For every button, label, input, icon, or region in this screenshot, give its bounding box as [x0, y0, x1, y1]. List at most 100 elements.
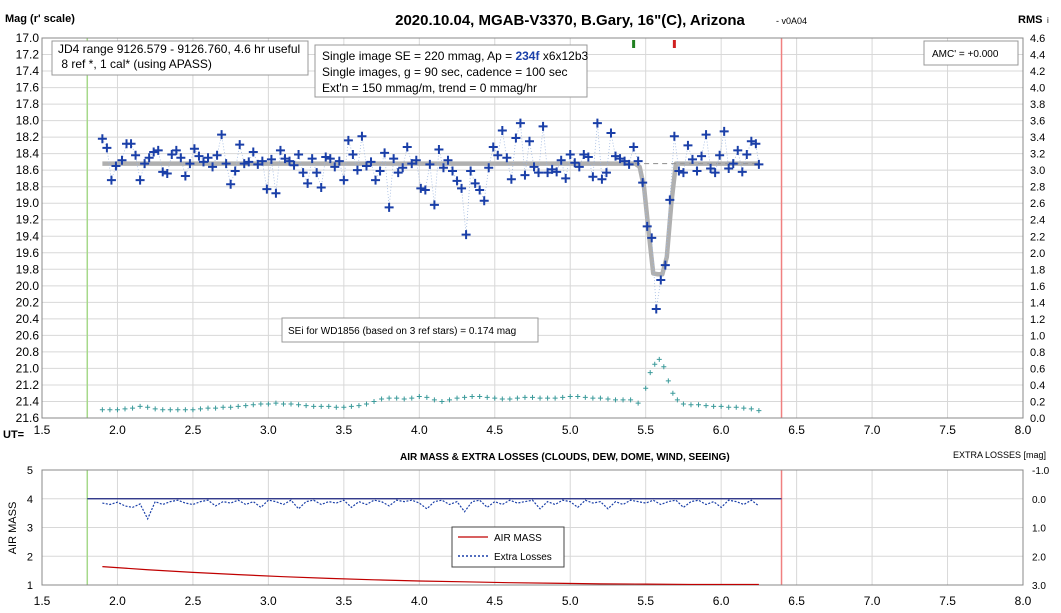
- top-y2-tick-label: 3.4: [1030, 132, 1045, 144]
- rms-point: [680, 401, 686, 407]
- top-chart-frame: [41, 37, 1024, 419]
- rms-point: [107, 407, 113, 413]
- rms-point: [326, 403, 332, 409]
- magnitude-point: [534, 168, 544, 178]
- top-y2-tick-label: 3.6: [1030, 116, 1045, 128]
- magnitude-point: [380, 148, 390, 158]
- magnitude-point: [271, 188, 281, 198]
- rms-point: [182, 407, 188, 413]
- bottom-chart-legend: AIR MASS Extra Losses: [451, 526, 565, 568]
- magnitude-point: [692, 166, 702, 176]
- top-y2-tick-label: 1.0: [1030, 330, 1045, 342]
- magnitude-point: [171, 145, 181, 155]
- magnitude-point: [126, 139, 136, 149]
- magnitude-point: [742, 149, 752, 159]
- top-y-tick-label: 19.0: [16, 196, 40, 210]
- rms-point: [499, 396, 505, 402]
- rms-point: [190, 407, 196, 413]
- top-y2-tick-label: 2.4: [1030, 215, 1045, 227]
- rms-point: [656, 356, 662, 362]
- magnitude-point: [520, 170, 530, 180]
- magnitude-point: [294, 149, 304, 159]
- top-y-tick-label: 17.0: [16, 31, 40, 45]
- magnitude-point: [180, 171, 190, 181]
- magnitude-point: [389, 154, 399, 164]
- magnitude-point: [579, 149, 589, 159]
- magnitude-point: [638, 178, 648, 188]
- rms-point: [670, 390, 676, 396]
- rms-point: [545, 395, 551, 401]
- bottom-x-tick-label: 5.5: [637, 594, 654, 608]
- magnitude-point: [153, 145, 163, 155]
- top-chart-x-label: UT=: [3, 429, 24, 441]
- rms-point: [484, 394, 490, 400]
- magnitude-point: [307, 154, 317, 164]
- top-y-tick-label: 18.4: [16, 147, 40, 161]
- magnitude-point: [678, 168, 688, 178]
- amc-box: [923, 40, 1019, 66]
- extra-losses-line: [102, 499, 760, 521]
- single-image-line-1: Single image SE = 220 mmag, Ap = 234f x6…: [322, 49, 589, 63]
- rms-point: [130, 405, 136, 411]
- bottom-x-tick-label: 2.5: [185, 594, 202, 608]
- rms-point: [160, 407, 166, 413]
- bottom-y2-tick-label: 3.0: [1032, 581, 1046, 592]
- rms-point: [341, 404, 347, 410]
- jd-range-box: [51, 40, 309, 76]
- bottom-chart-frame: [41, 469, 1024, 586]
- magnitude-point: [429, 200, 439, 210]
- magnitude-point: [687, 154, 697, 164]
- top-y-tick-label: 21.4: [16, 394, 40, 408]
- magnitude-point: [203, 153, 213, 163]
- magnitude-point: [285, 156, 295, 166]
- magnitude-point: [298, 168, 308, 178]
- model-fit-series: [102, 161, 759, 277]
- rms-point: [258, 401, 264, 407]
- magnitude-point: [321, 152, 331, 162]
- magnitude-point: [697, 151, 707, 161]
- top-x-tick-label: 5.5: [637, 423, 654, 437]
- magnitude-point: [466, 166, 476, 176]
- rms-point: [167, 407, 173, 413]
- top-x-tick-label: 2.0: [109, 423, 126, 437]
- top-chart-y-axis: 17.0 17.2 17.4 17.6 17.8 18.0 18.2 18.4 18.6 18.8…: [16, 31, 40, 425]
- magnitude-point: [398, 163, 408, 173]
- top-chart-y2-label-suffix: i: [1047, 16, 1049, 25]
- magnitude-point: [158, 167, 168, 177]
- bottom-chart-y2-axis: -1.0 0.0 1.0 2.0 3.0: [1032, 466, 1050, 592]
- bottom-x-tick-label: 1.5: [34, 594, 51, 608]
- magnitude-point: [746, 136, 756, 146]
- top-y-tick-label: 21.2: [16, 378, 40, 392]
- magnitude-point: [493, 150, 503, 160]
- top-y-tick-label: 21.6: [16, 411, 40, 425]
- rms-point: [235, 403, 241, 409]
- top-y-tick-label: 19.2: [16, 213, 40, 227]
- bottom-x-tick-label: 6.0: [713, 594, 730, 608]
- magnitude-point: [402, 142, 412, 152]
- top-chart-y2-axis: 4.6 4.4 4.2 4.0 3.8 3.6 3.4 3.2 3.0 2.8 2.6 2.4 2.2 2…: [1030, 33, 1045, 425]
- top-y-tick-label: 20.4: [16, 312, 40, 326]
- magnitude-point: [185, 159, 195, 169]
- bottom-x-tick-label: 4.0: [411, 594, 428, 608]
- bottom-chart-y2-label: EXTRA LOSSES [mag]: [953, 450, 1046, 460]
- magnitude-point: [371, 175, 381, 185]
- bottom-y2-tick-label: -1.0: [1032, 466, 1050, 477]
- rms-series: [99, 356, 762, 414]
- top-y2-tick-label: 4.6: [1030, 33, 1045, 45]
- magnitude-point: [724, 164, 734, 174]
- magnitude-point: [552, 167, 562, 177]
- single-image-annotation: Single image SE = 220 mmag, Ap = 234f x6…: [314, 44, 589, 98]
- magnitude-point: [135, 175, 145, 185]
- top-y-tick-label: 20.8: [16, 345, 40, 359]
- magnitude-point: [647, 233, 657, 243]
- top-y-tick-label: 18.8: [16, 180, 40, 194]
- version-label: - v0A04: [776, 16, 807, 26]
- magnitude-point: [149, 147, 159, 157]
- top-x-tick-label: 8.0: [1015, 423, 1032, 437]
- top-y2-tick-label: 0.8: [1030, 347, 1045, 359]
- magnitude-point: [633, 156, 643, 166]
- top-y-tick-label: 17.6: [16, 81, 40, 95]
- rms-point: [333, 404, 339, 410]
- rms-point: [741, 405, 747, 411]
- top-y-tick-label: 20.2: [16, 295, 40, 309]
